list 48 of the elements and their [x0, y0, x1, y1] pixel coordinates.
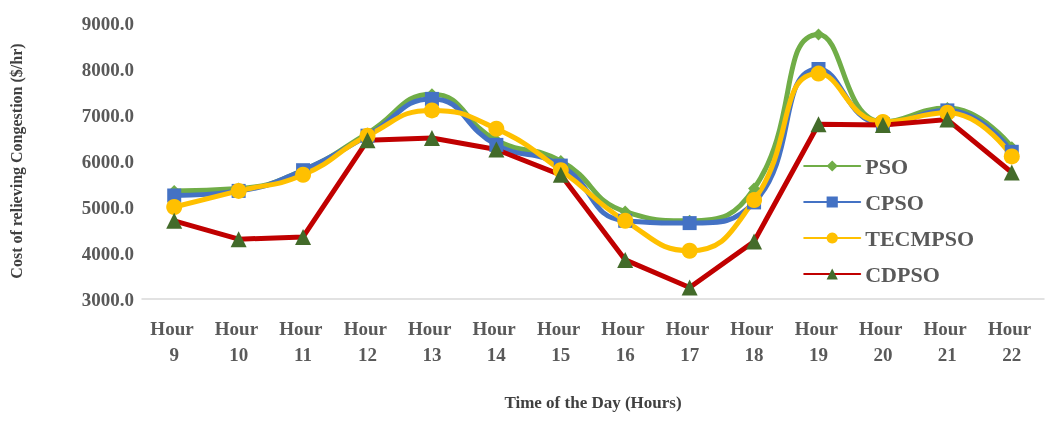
x-tick-label: Hour 14	[472, 317, 521, 365]
x-tick-label: Hour 20	[859, 317, 907, 365]
point	[552, 166, 569, 183]
legend-label: CDPSO	[865, 261, 940, 287]
y-tick-label: 9000.0	[81, 12, 134, 34]
point	[1003, 164, 1020, 181]
point	[423, 102, 440, 119]
point	[682, 216, 697, 231]
x-tick-label: Hour 17	[665, 317, 714, 365]
x-tick-label: Hour 10	[214, 317, 263, 365]
point	[423, 130, 440, 146]
point	[681, 242, 698, 259]
x-tick-label: Hour 11	[279, 317, 327, 365]
y-tick-label: 6000.0	[81, 150, 134, 172]
x-tick-label: Hour 22	[987, 317, 1036, 365]
point	[488, 120, 505, 137]
y-axis-title: Cost of relieving Congestion ($/hr)	[7, 43, 26, 279]
point	[295, 228, 312, 245]
y-tick-label: 3000.0	[81, 288, 134, 310]
x-axis-title: Time of the Day (Hours)	[504, 393, 682, 412]
point	[939, 111, 956, 128]
point	[617, 251, 634, 268]
point	[166, 199, 183, 215]
x-tick-label: Hour 18	[730, 317, 778, 365]
x-tick-label: Hour 21	[923, 317, 972, 365]
y-tick-label: 8000.0	[81, 58, 134, 80]
y-tick-label: 7000.0	[81, 104, 134, 126]
point	[681, 279, 698, 296]
x-tick-label: Hour 16	[601, 317, 650, 365]
y-tick-label: 5000.0	[81, 196, 134, 218]
legend-label: PSO	[865, 153, 909, 179]
point	[488, 141, 505, 158]
point	[1003, 148, 1020, 165]
legend-label: TECMPSO	[865, 225, 975, 251]
x-tick-label: Hour 9	[150, 317, 199, 365]
x-tick-label: Hour 13	[408, 317, 456, 365]
point	[746, 233, 763, 250]
x-tick-label: Hour 12	[343, 317, 392, 365]
point	[295, 166, 312, 183]
legend-label: CPSO	[865, 189, 924, 215]
x-tick-label: Hour 19	[794, 317, 843, 365]
point	[359, 132, 376, 149]
y-tick-label: 4000.0	[81, 242, 134, 264]
point	[230, 231, 247, 248]
point	[166, 212, 183, 229]
point	[810, 116, 827, 133]
point	[810, 65, 827, 82]
x-tick-label: Hour 15	[536, 317, 585, 365]
